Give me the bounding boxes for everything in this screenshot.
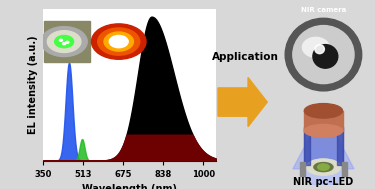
Circle shape — [47, 31, 81, 53]
Bar — [337, 127, 343, 165]
Circle shape — [98, 28, 140, 55]
Polygon shape — [293, 111, 354, 169]
X-axis label: Wavelength (nm): Wavelength (nm) — [82, 184, 177, 189]
Circle shape — [66, 41, 69, 43]
Circle shape — [41, 27, 87, 57]
Bar — [342, 162, 347, 176]
Circle shape — [293, 26, 354, 84]
Circle shape — [92, 24, 146, 59]
Circle shape — [285, 18, 362, 91]
Bar — [304, 111, 343, 131]
Circle shape — [63, 43, 66, 45]
Circle shape — [315, 45, 324, 54]
FancyArrow shape — [218, 77, 267, 127]
Circle shape — [109, 36, 128, 48]
Text: Application: Application — [212, 52, 279, 62]
Ellipse shape — [304, 104, 343, 118]
Text: NIR pc-LED: NIR pc-LED — [293, 177, 354, 187]
Ellipse shape — [304, 124, 343, 137]
Y-axis label: EL intensity (a.u.): EL intensity (a.u.) — [28, 36, 38, 134]
Text: NIR camera: NIR camera — [301, 7, 346, 13]
Bar — [304, 127, 310, 165]
Circle shape — [59, 39, 63, 41]
Circle shape — [55, 36, 74, 48]
Circle shape — [313, 45, 338, 68]
Ellipse shape — [318, 164, 329, 170]
Bar — [304, 127, 343, 165]
Circle shape — [302, 147, 345, 187]
Ellipse shape — [314, 163, 333, 172]
Bar — [44, 21, 90, 62]
Bar — [300, 162, 305, 176]
Circle shape — [104, 32, 134, 51]
Ellipse shape — [302, 37, 329, 57]
Ellipse shape — [306, 159, 340, 175]
